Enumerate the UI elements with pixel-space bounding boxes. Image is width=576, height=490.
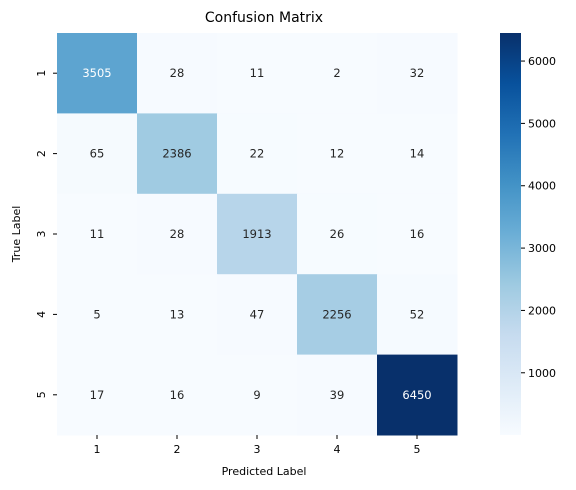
cell-value-label: 32 — [410, 66, 425, 80]
heatmap-cell — [377, 33, 458, 114]
cell-value-label: 1913 — [242, 227, 271, 241]
heatmap-cell — [377, 274, 458, 356]
heatmap-cell — [297, 274, 378, 356]
heatmap-cell — [57, 354, 138, 436]
cell-value-label: 65 — [90, 147, 105, 161]
cell-value-label: 5 — [93, 307, 100, 321]
cell-value-label: 16 — [170, 388, 185, 402]
y-tick-label: 2 — [35, 150, 48, 157]
heatmap-cell — [377, 113, 458, 195]
cell-value-label: 2386 — [162, 147, 191, 161]
colorbar-tick-label: 1000 — [528, 367, 556, 380]
heatmap-cell — [377, 354, 458, 436]
colorbar — [500, 33, 521, 435]
cell-value-label: 6450 — [402, 388, 431, 402]
heatmap-cell — [57, 193, 138, 275]
cell-value-label: 2 — [333, 66, 340, 80]
cell-value-label: 14 — [410, 147, 425, 161]
colorbar-tick-label: 5000 — [528, 117, 556, 130]
heatmap-cell — [297, 354, 378, 436]
cell-value-label: 28 — [170, 66, 185, 80]
x-tick-label: 2 — [174, 443, 181, 456]
heatmap-cell — [137, 274, 218, 356]
colorbar-tick-label: 2000 — [528, 304, 556, 317]
heatmap-cell — [377, 193, 458, 275]
cell-value-label: 3505 — [82, 66, 111, 80]
y-axis-ticks: 1 2 3 4 5 — [35, 70, 57, 398]
heatmap-cell — [137, 33, 218, 114]
y-axis-label: True Label — [10, 206, 23, 264]
heatmap-cell — [137, 193, 218, 275]
cell-value-label: 2256 — [322, 307, 351, 321]
cell-value-label: 12 — [330, 147, 345, 161]
heatmap-cell — [217, 113, 298, 195]
x-tick-label: 1 — [94, 443, 101, 456]
x-axis-ticks: 1 2 3 4 5 — [94, 435, 421, 456]
cell-value-label: 28 — [170, 227, 185, 241]
cell-value-label: 16 — [410, 227, 425, 241]
cell-value-label: 52 — [410, 307, 425, 321]
heatmap-cell — [137, 113, 218, 195]
heatmap-cell — [297, 113, 378, 195]
y-tick-label: 4 — [35, 311, 48, 318]
cell-value-label: 26 — [330, 227, 345, 241]
y-tick-label: 3 — [35, 231, 48, 238]
heatmap-cell — [217, 193, 298, 275]
cell-value-label: 13 — [170, 307, 185, 321]
cell-value-label: 9 — [253, 388, 260, 402]
x-axis-label: Predicted Label — [222, 465, 307, 478]
heatmap-cell — [297, 33, 378, 114]
heatmap-cell — [217, 354, 298, 436]
cell-value-label: 47 — [250, 307, 265, 321]
cell-value-label: 39 — [330, 388, 345, 402]
y-tick-label: 5 — [35, 391, 48, 398]
heatmap-cell — [217, 33, 298, 114]
y-tick-label: 1 — [35, 70, 48, 77]
heatmap-cell — [137, 354, 218, 436]
heatmap-cell — [297, 193, 378, 275]
heatmap-cell — [57, 113, 138, 195]
x-tick-label: 4 — [334, 443, 341, 456]
cell-value-label: 11 — [250, 66, 265, 80]
cell-value-label: 11 — [90, 227, 105, 241]
x-tick-label: 5 — [414, 443, 421, 456]
colorbar-tick-label: 3000 — [528, 242, 556, 255]
colorbar-tick-label: 4000 — [528, 180, 556, 193]
chart-title: Confusion Matrix — [205, 10, 323, 26]
heatmap-cell — [57, 274, 138, 356]
cell-value-label: 17 — [90, 388, 105, 402]
heatmap-cells — [57, 33, 458, 436]
colorbar-ticks: 1000 2000 3000 4000 5000 6000 — [521, 55, 556, 380]
colorbar-tick-label: 6000 — [528, 55, 556, 68]
heatmap-cell — [217, 274, 298, 356]
cell-value-label: 22 — [250, 147, 265, 161]
heatmap-cell — [57, 33, 138, 114]
heatmap-cell-labels: 3505 28 11 2 32 65 2386 22 12 14 11 28 1913 26 16 5 13 47… — [82, 66, 431, 402]
x-tick-label: 3 — [254, 443, 261, 456]
